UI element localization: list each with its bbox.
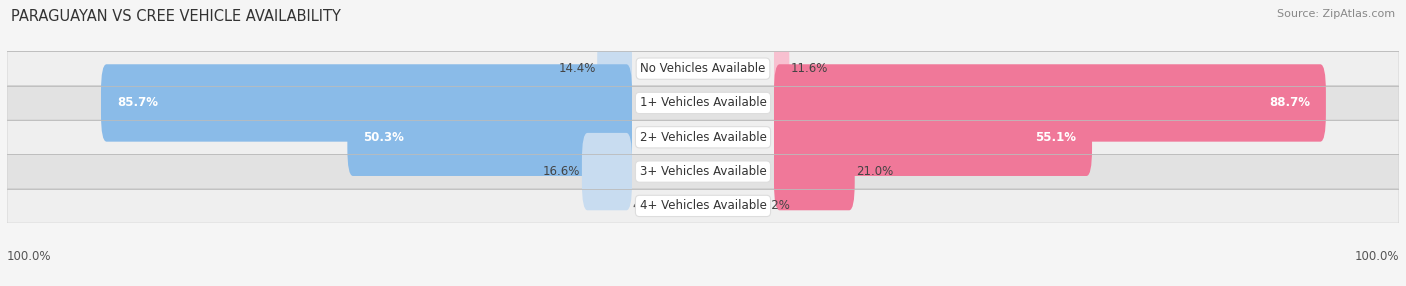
Text: 2+ Vehicles Available: 2+ Vehicles Available <box>640 131 766 144</box>
FancyBboxPatch shape <box>7 189 1399 223</box>
FancyBboxPatch shape <box>582 133 633 210</box>
FancyBboxPatch shape <box>773 99 1092 176</box>
Text: 55.1%: 55.1% <box>1035 131 1076 144</box>
FancyBboxPatch shape <box>773 64 1326 142</box>
Text: 100.0%: 100.0% <box>1354 250 1399 263</box>
Text: 100.0%: 100.0% <box>7 250 52 263</box>
Text: 1+ Vehicles Available: 1+ Vehicles Available <box>640 96 766 110</box>
FancyBboxPatch shape <box>101 64 633 142</box>
FancyBboxPatch shape <box>7 86 1399 120</box>
FancyBboxPatch shape <box>347 99 633 176</box>
Text: 16.6%: 16.6% <box>543 165 581 178</box>
Text: 50.3%: 50.3% <box>363 131 405 144</box>
FancyBboxPatch shape <box>7 120 1399 154</box>
FancyBboxPatch shape <box>598 30 633 107</box>
Text: 7.2%: 7.2% <box>761 199 790 212</box>
FancyBboxPatch shape <box>7 154 1399 189</box>
Text: 14.4%: 14.4% <box>558 62 596 75</box>
Text: 4+ Vehicles Available: 4+ Vehicles Available <box>640 199 766 212</box>
Text: Source: ZipAtlas.com: Source: ZipAtlas.com <box>1277 9 1395 19</box>
Text: 3+ Vehicles Available: 3+ Vehicles Available <box>640 165 766 178</box>
FancyBboxPatch shape <box>773 30 789 107</box>
FancyBboxPatch shape <box>7 51 1399 86</box>
Text: 11.6%: 11.6% <box>790 62 828 75</box>
Text: 85.7%: 85.7% <box>117 96 157 110</box>
FancyBboxPatch shape <box>773 133 855 210</box>
Text: 21.0%: 21.0% <box>856 165 893 178</box>
Text: 88.7%: 88.7% <box>1268 96 1310 110</box>
Text: 4.9%: 4.9% <box>633 199 662 212</box>
Text: PARAGUAYAN VS CREE VEHICLE AVAILABILITY: PARAGUAYAN VS CREE VEHICLE AVAILABILITY <box>11 9 342 23</box>
Text: No Vehicles Available: No Vehicles Available <box>640 62 766 75</box>
